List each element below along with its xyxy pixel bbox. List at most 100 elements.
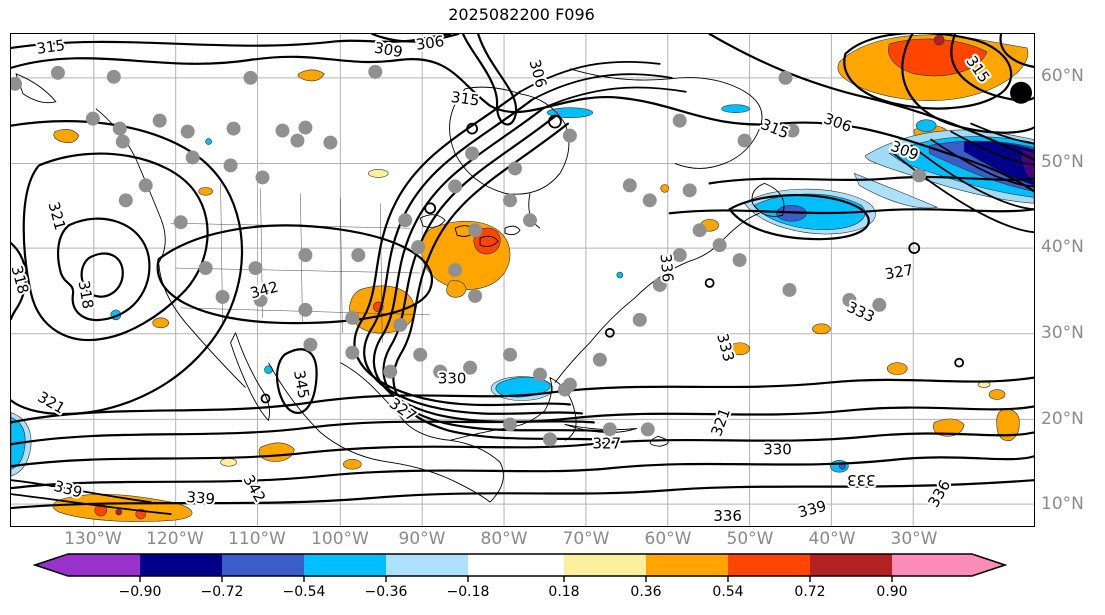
contour-label: 318 [11,264,32,296]
contour-label: 333 [844,298,877,326]
colorbar-tick-label: 0.54 [712,584,744,600]
station-dot [463,360,478,375]
station-dot [393,317,408,332]
contour-label: 336 [713,507,742,525]
station-dots [11,64,927,447]
contour-label: 339 [52,477,84,502]
station-dot [640,422,655,437]
lon-tick-label: 80°W [480,529,528,549]
colorbar-segment [728,554,810,576]
station-dot [503,417,518,432]
station-dot [433,364,448,379]
station-dot [215,289,230,304]
station-dot [173,215,188,230]
lat-tick-label: 20°N [1041,409,1084,429]
station-dot [255,170,270,185]
contour-label: 330 [438,370,467,388]
contour-label: 339 [796,497,828,522]
coastlines [15,68,785,503]
contour-label: 315 [35,36,66,58]
highlight-dot [1010,81,1033,104]
station-dot [112,121,127,136]
contour-label: 315 [758,115,791,142]
lon-tick-label: 40°W [808,529,856,549]
station-dot [383,364,398,379]
station-dot [468,288,483,303]
black-analysis-dot [1010,81,1033,104]
colorbar-segment [140,554,222,576]
station-dot [106,69,121,84]
station-dot [503,347,518,362]
station-dot [351,248,366,263]
station-dot [542,432,557,447]
colorbar-tick-label: 0.36 [630,584,662,600]
station-dot [785,123,800,138]
station-dot [50,65,65,80]
station-dot [448,179,463,194]
station-dot [782,282,797,297]
contour-label: 327 [883,261,914,284]
colorbar-segment [35,554,140,576]
colorbar-segment [892,554,1005,576]
station-dot [115,134,130,149]
station-dot [298,248,313,263]
colorbar-segment [468,554,564,576]
contour-label: 306 [526,57,551,89]
station-dot [632,312,647,327]
station-dot [243,70,258,85]
station-dot [85,111,100,126]
colorbar-segment [222,554,304,576]
station-dot [303,337,318,352]
station-dot [532,367,547,382]
station-dot [398,213,413,228]
station-dot [602,422,617,437]
station-dot [185,150,200,165]
station-dot [11,76,22,91]
contour-lines [11,34,1034,515]
contour-label: 309 [373,39,404,62]
lon-tick-label: 60°W [644,529,692,549]
station-dot [503,193,518,208]
contour-label: 333 [847,471,876,489]
lat-tick-label: 60°N [1041,66,1084,86]
lat-tick-label: 40°N [1041,237,1084,257]
colorbar-segment [564,554,646,576]
colorbar-tick-label: −0.72 [200,584,244,600]
lon-tick-label: 120°W [146,529,204,549]
lat-tick-label: 50°N [1041,152,1084,172]
chart-title: 2025082200 F096 [448,5,595,24]
station-dot [642,193,657,208]
station-dot [682,183,697,198]
station-dot [138,178,153,193]
contour-label: 342 [248,278,280,303]
colorbar-tick-label: 0.72 [794,584,826,600]
station-dot [732,253,747,268]
station-dot [508,161,523,176]
station-dot [180,124,195,139]
station-dot [465,146,480,161]
station-dot [562,377,577,392]
station-dot [223,158,238,173]
graticule-gridlines [11,34,1034,526]
colorbar-segment [810,554,892,576]
colorbar-segment [646,554,728,576]
station-dot [368,64,383,79]
station-dot [692,223,707,238]
colorbar-outline [32,553,1008,577]
station-dot [622,178,637,193]
station-dot [411,240,426,255]
station-dot [198,261,213,276]
map-frame: 315 309 306 315 306 315 306 309 315 321 318 318 342 3… [10,33,1035,527]
station-dot [323,135,338,150]
contour-label: 345 [290,369,313,400]
contour-label: 327 [593,434,622,452]
lon-tick-label: 70°W [562,529,610,549]
lon-tick-label: 130°W [64,529,122,549]
lon-tick-label: 50°W [726,529,774,549]
lon-tick-label: 110°W [228,529,286,549]
station-dot [298,120,313,135]
colorbar-tick-label: −0.18 [446,584,490,600]
station-dot [672,113,687,128]
